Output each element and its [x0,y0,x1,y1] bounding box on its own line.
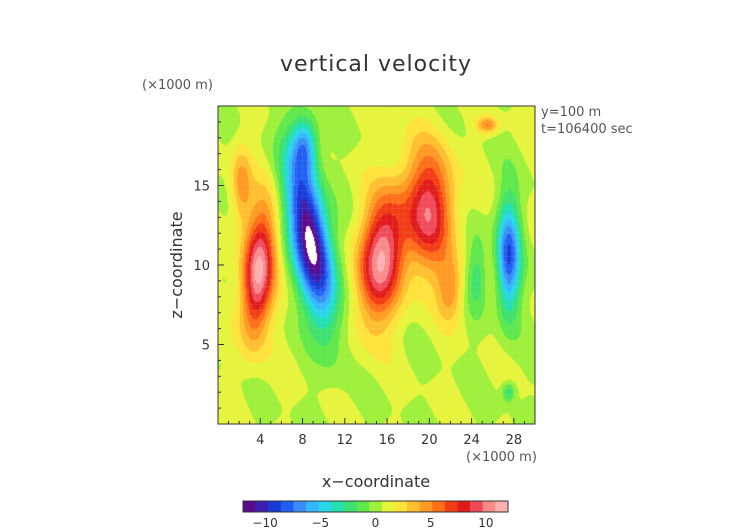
x-tick-label: 16 [379,433,396,448]
colorbar-swatch [482,501,496,512]
colorbar-swatch [444,501,458,512]
x-tick-label: 20 [421,433,438,448]
y-tick-label: 5 [202,339,210,354]
colorbar-swatch [381,501,395,512]
x-axis-label: x−coordinate [322,472,430,491]
colorbar-swatch [457,501,471,512]
colorbar-swatch [318,501,332,512]
colorbar-swatch [432,501,446,512]
x-axis-unit: (×1000 m) [466,450,537,465]
colorbar-tick-label: 10 [478,516,493,530]
colorbar [242,500,509,513]
x-tick-label: 28 [506,433,523,448]
annotation-t: t=106400 sec [541,122,633,137]
plot-area-holder [218,106,535,424]
y-axis-ticks: 5 10 15 [193,121,224,409]
x-tick-label: 24 [463,433,480,448]
colorbar-frame [242,500,509,513]
colorbar-swatch [394,501,408,512]
annotation-y: y=100 m [541,105,601,120]
colorbar-swatch [331,501,345,512]
colorbar-swatch [306,501,320,512]
y-axis-label: z−coordinate [167,211,186,318]
colorbar-swatch [255,501,269,512]
x-tick-label: 8 [298,433,306,448]
colorbar-swatch [369,501,383,512]
colorbar-tick-label: 5 [427,516,435,530]
colorbar-tick-label: 0 [372,516,380,530]
colorbar-swatch [495,501,509,512]
colorbar-swatch [243,501,256,512]
y-tick-label: 15 [193,180,210,195]
x-tick-label: 12 [337,433,354,448]
colorbar-swatch [343,501,357,512]
colorbar-tick-label: −5 [311,516,329,530]
colorbar-tick-label: −10 [252,516,277,530]
colorbar-swatch [470,501,484,512]
y-axis-unit: (×1000 m) [142,78,213,93]
colorbar-swatch [280,501,294,512]
chart-title: vertical velocity [280,52,472,77]
colorbar-swatch [268,501,282,512]
colorbar-swatch [293,501,307,512]
colorbar-swatch [419,501,433,512]
colorbar-ticks: −10 −5 0 5 10 [252,516,493,530]
heatmap-canvas [218,106,535,424]
colorbar-swatch [356,501,370,512]
colorbar-swatch [407,501,420,512]
x-axis-ticks: 4 8 12 16 20 24 28 [228,418,525,448]
y-tick-label: 10 [193,259,210,274]
x-tick-label: 4 [256,433,264,448]
